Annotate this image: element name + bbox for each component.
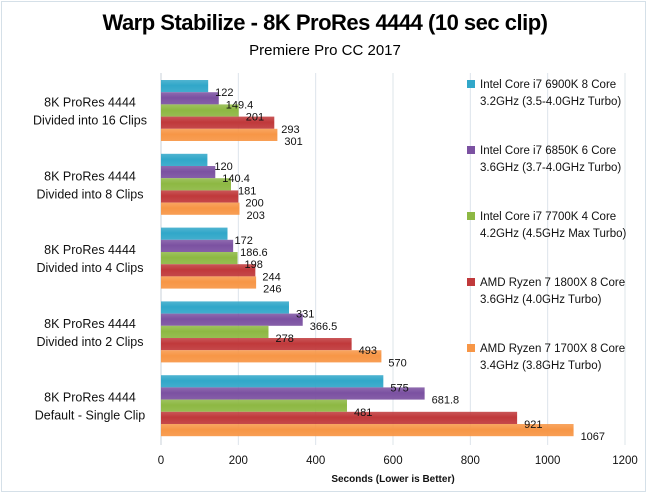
data-label: 122 [215,87,233,99]
bar [161,128,278,141]
legend-swatch [467,278,475,286]
bar [161,104,239,117]
data-label: 1067 [581,431,605,443]
data-label: 181 [238,185,256,197]
bar [161,338,352,351]
bar [161,313,303,326]
bar [161,92,219,105]
legend-label: AMD Ryzen 7 1700X 8 Core [480,343,625,355]
data-label: 244 [262,271,280,283]
bar [161,202,240,215]
bar [161,178,231,191]
bar [161,387,425,400]
bar [161,227,228,240]
x-tick-label: 0 [158,455,164,467]
legend: Intel Core i7 6900K 8 Core 3.2GHz (3.5-4.… [467,79,627,372]
x-tick-label: 1000 [535,455,561,467]
data-label: 293 [281,124,299,136]
bar [161,375,384,388]
x-axis-ticks: 0 200 400 600 800 1000 1200 [158,455,638,467]
data-label: 366.5 [310,321,338,333]
bars [161,80,574,437]
legend-label: AMD Ryzen 7 1800X 8 Core [480,277,625,289]
x-tick-label: 1200 [612,455,638,467]
category-label: Default - Single Clip [35,409,146,423]
bar [161,350,382,363]
x-axis-title: Seconds (Lower is Better) [331,474,454,485]
legend-swatch [467,146,475,154]
data-label: 203 [246,210,264,222]
legend-label: 3.6GHz (3.7-4.0GHz Turbo) [480,162,621,174]
bar [161,239,234,252]
bar [161,411,518,424]
data-label: 149.4 [226,99,254,111]
data-label: 570 [388,357,406,369]
category-label: Divided into 4 Clips [37,261,144,275]
legend-swatch [467,80,475,88]
category-label: Divided into 2 Clips [37,335,144,349]
chart-subtitle: Premiere Pro CC 2017 [249,42,401,59]
x-tick-label: 600 [383,455,402,467]
bar [161,190,239,203]
legend-label: 3.2GHz (3.5-4.0GHz Turbo) [480,96,621,108]
data-label: 140.4 [222,173,250,185]
bar [161,399,347,412]
data-label: 278 [275,333,293,345]
legend-label: 3.4GHz (3.8GHz Turbo) [480,360,602,372]
data-label: 301 [284,136,302,148]
category-label: 8K ProRes 4444 [44,243,136,257]
legend-label: 4.2GHz (4.5GHz Max Turbo) [480,228,627,240]
legend-label: Intel Core i7 7700K 4 Core [480,211,616,223]
category-label: Divided into 16 Clips [33,114,147,128]
legend-label: 3.6GHz (4.0GHz Turbo) [480,294,602,306]
category-labels: 8K ProRes 4444 Divided into 16 Clips 8K Pr… [33,96,147,423]
category-label: 8K ProRes 4444 [44,96,136,110]
x-tick-label: 200 [229,455,248,467]
legend-swatch [467,212,475,220]
data-label: 481 [354,407,372,419]
data-label: 331 [296,309,314,321]
data-label: 172 [235,235,253,247]
data-label: 120 [214,161,232,173]
data-label: 246 [263,284,281,296]
bar [161,116,275,129]
data-label: 200 [245,198,263,210]
category-label: 8K ProRes 4444 [44,169,136,183]
bar [161,80,209,93]
legend-label: Intel Core i7 6850K 6 Core [480,145,616,157]
category-label: 8K ProRes 4444 [44,317,136,331]
bar [161,264,256,277]
bar [161,301,289,314]
category-label: 8K ProRes 4444 [44,391,136,405]
data-label: 201 [246,112,264,124]
data-label: 921 [524,419,542,431]
data-label: 681.8 [432,395,460,407]
bar [161,166,216,179]
category-label: Divided into 8 Clips [37,187,144,201]
bar [161,276,257,289]
bar [161,153,208,166]
bar [161,325,269,338]
data-label: 198 [245,259,263,271]
legend-label: Intel Core i7 6900K 8 Core [480,79,616,91]
legend-swatch [467,344,475,352]
x-tick-label: 800 [461,455,480,467]
data-label: 575 [390,382,408,394]
bar [161,252,238,265]
x-tick-label: 400 [306,455,325,467]
data-label: 186.6 [240,247,268,259]
chart-title: Warp Stabilize - 8K ProRes 4444 (10 sec … [102,10,548,35]
data-label: 493 [359,345,377,357]
bar [161,424,574,437]
